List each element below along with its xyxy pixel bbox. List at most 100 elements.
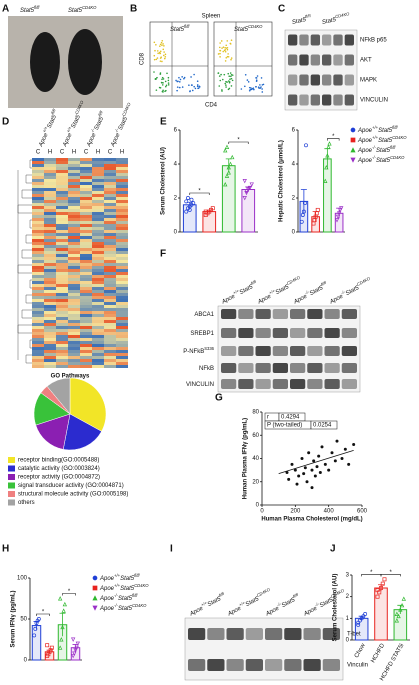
heatmap-cell bbox=[56, 314, 68, 317]
heatmap-cell bbox=[44, 194, 56, 197]
heatmap-cell bbox=[32, 302, 44, 305]
heatmap-cell bbox=[116, 314, 128, 317]
heatmap-cell bbox=[116, 191, 128, 194]
legend-marker bbox=[92, 595, 98, 601]
flow-dot bbox=[224, 82, 226, 85]
heatmap-cell bbox=[92, 212, 104, 215]
bar bbox=[241, 189, 256, 233]
heatmap-cell bbox=[56, 197, 68, 200]
blot-band bbox=[284, 628, 302, 640]
blot-band bbox=[333, 54, 343, 66]
point bbox=[187, 207, 192, 212]
flow-label: Stat5CD4KO bbox=[234, 24, 263, 33]
label-part: CD4KO bbox=[74, 99, 85, 115]
heatmap-cell bbox=[116, 341, 128, 344]
heatmap-cell bbox=[104, 302, 116, 305]
blot-band bbox=[307, 379, 323, 389]
heatmap-cell bbox=[56, 257, 68, 260]
heatmap-cell bbox=[80, 182, 92, 185]
heatmap-cell bbox=[116, 317, 128, 320]
heatmap-cell bbox=[68, 161, 80, 164]
mouse bbox=[30, 32, 60, 92]
heatmap-cell bbox=[56, 308, 68, 311]
heatmap-cell bbox=[92, 176, 104, 179]
heatmap-cell bbox=[92, 254, 104, 257]
heatmap-cell bbox=[56, 212, 68, 215]
heatmap-cell bbox=[116, 323, 128, 326]
heatmap-cell bbox=[104, 218, 116, 221]
heatmap-cell bbox=[104, 188, 116, 191]
heatmap-cell bbox=[68, 350, 80, 353]
label-part: -/- bbox=[340, 289, 346, 296]
label-part: fl/fl bbox=[184, 24, 190, 29]
heatmap-cell bbox=[80, 314, 92, 317]
heatmap-cell bbox=[56, 254, 68, 257]
point bbox=[363, 612, 368, 616]
flow-dot bbox=[162, 89, 164, 92]
heatmap-cell bbox=[68, 329, 80, 332]
heatmap-cell bbox=[56, 263, 68, 266]
point bbox=[302, 201, 307, 206]
label-part: Stat5 bbox=[118, 596, 133, 602]
heatmap-cell bbox=[80, 281, 92, 284]
legend-marker bbox=[92, 585, 98, 591]
heatmap-cell bbox=[56, 296, 68, 299]
legend-label: signal transducer activity (GO:0004871) bbox=[18, 483, 124, 489]
blot-band bbox=[272, 346, 288, 356]
heatmap-cell bbox=[116, 287, 128, 290]
row-label: MAPK bbox=[360, 78, 377, 84]
flow-dot bbox=[178, 76, 180, 79]
significance-bracket bbox=[36, 613, 50, 616]
legend-label: Apoe+/+Stat5CD4KO bbox=[99, 583, 149, 592]
blot-band bbox=[284, 659, 302, 671]
bar bbox=[323, 158, 332, 233]
heatmap-cell bbox=[116, 344, 128, 347]
flow-dot bbox=[167, 76, 170, 79]
panel-label: D bbox=[2, 117, 9, 128]
significance-star: * bbox=[68, 589, 71, 595]
panel-label: H bbox=[2, 544, 9, 555]
flow-dot bbox=[161, 90, 164, 93]
dendrogram bbox=[29, 219, 32, 229]
legend-label: Apoe+/+Stat5fl/fl bbox=[99, 573, 141, 582]
point bbox=[339, 206, 344, 211]
heatmap-cell bbox=[32, 215, 44, 218]
heatmap-cell bbox=[116, 161, 128, 164]
heatmap-cell bbox=[104, 338, 116, 341]
flow-dot bbox=[225, 84, 227, 86]
flow-dot bbox=[226, 46, 229, 49]
heatmap-cell bbox=[80, 263, 92, 266]
heatmap-cell bbox=[104, 179, 116, 182]
flow-dot bbox=[225, 57, 228, 59]
heatmap-cell bbox=[44, 260, 56, 263]
flow-dot bbox=[167, 82, 170, 84]
point bbox=[247, 185, 253, 191]
row-label: NFkB p65 bbox=[360, 38, 387, 44]
table-label: P (two-tailed) bbox=[267, 423, 302, 429]
heatmap-cell bbox=[116, 320, 128, 323]
legend-marker bbox=[350, 147, 356, 153]
y-tick-label: 0 bbox=[292, 230, 296, 236]
legend-swatch bbox=[8, 499, 15, 506]
blot-band bbox=[322, 74, 332, 86]
heatmap-cell bbox=[104, 230, 116, 233]
heatmap-cell bbox=[56, 278, 68, 281]
heatmap-cell bbox=[104, 308, 116, 311]
heatmap-cell bbox=[116, 233, 128, 236]
point bbox=[36, 617, 41, 621]
heatmap-cell bbox=[92, 329, 104, 332]
heatmap-cell bbox=[80, 287, 92, 290]
heatmap-cell bbox=[44, 308, 56, 311]
blot-band bbox=[299, 34, 309, 46]
column-label: C bbox=[60, 150, 65, 156]
heatmap-cell bbox=[116, 284, 128, 287]
heatmap-cell bbox=[68, 323, 80, 326]
pie-slice bbox=[62, 413, 102, 451]
blot-band bbox=[272, 328, 288, 338]
label-part: Stat5 bbox=[117, 115, 129, 131]
heatmap-cell bbox=[44, 305, 56, 308]
label-part: Stat5 bbox=[120, 586, 135, 592]
y-axis-label: Serum Cholesterol (AU) bbox=[161, 147, 167, 215]
heatmap-cell bbox=[44, 278, 56, 281]
heatmap-cell bbox=[116, 299, 128, 302]
